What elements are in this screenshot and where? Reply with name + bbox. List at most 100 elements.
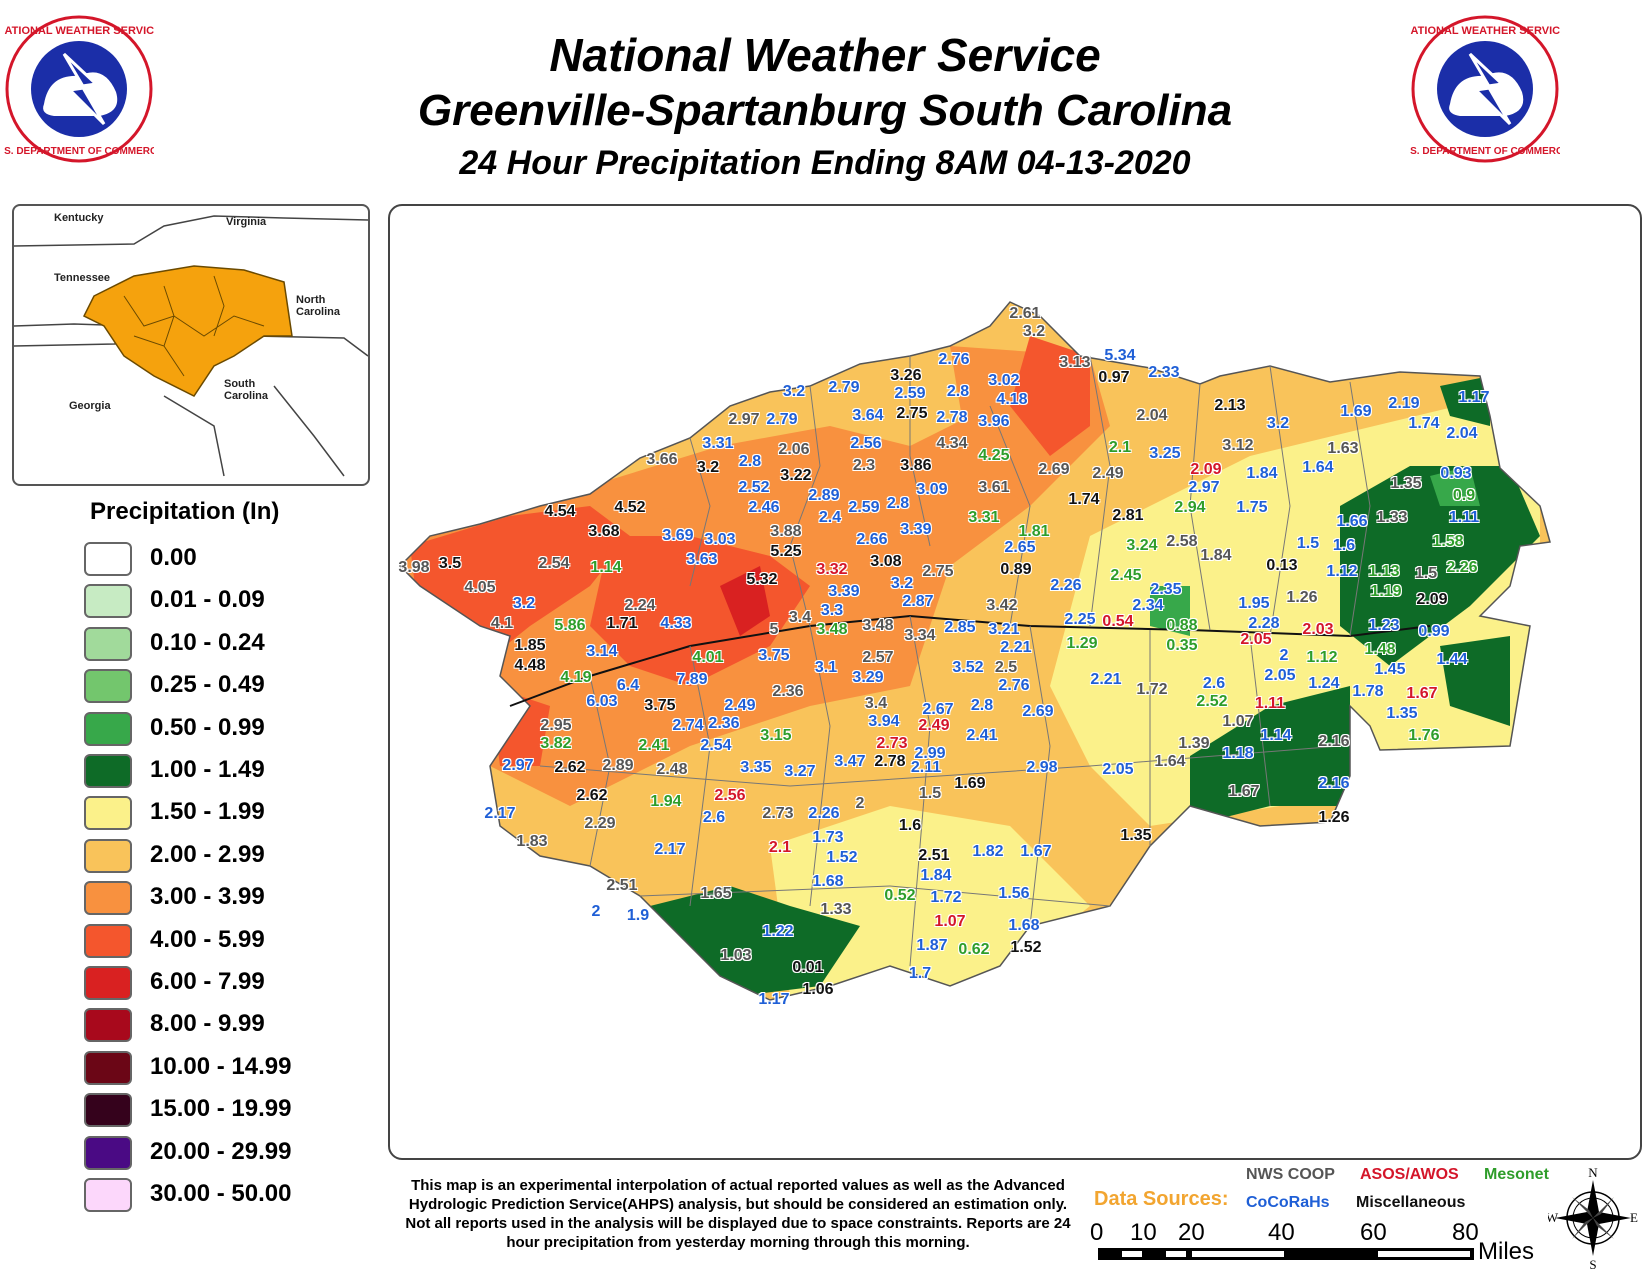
- compass-s: S: [1589, 1257, 1596, 1270]
- precip-report-value: 1.56: [998, 885, 1030, 902]
- precip-report-value: 2.76: [938, 351, 970, 368]
- scale-tick-20: 20: [1178, 1219, 1205, 1246]
- precip-report-value: 1.72: [930, 889, 962, 906]
- precip-report-value: 0.99: [1418, 623, 1450, 640]
- legend-swatch: [84, 966, 132, 1000]
- source-asos-awos: ASOS/AWOS: [1360, 1166, 1459, 1183]
- inset-label-virginia: Virginia: [226, 216, 267, 228]
- precip-report-value: 4.52: [614, 499, 646, 516]
- precip-report-value: 1.71: [606, 615, 638, 632]
- compass-rose-icon: N S E W: [1548, 1166, 1638, 1270]
- legend-swatch: [84, 1178, 132, 1212]
- precip-report-value: 2.16: [1318, 775, 1350, 792]
- inset-map-drawing: [14, 215, 368, 477]
- precip-report-value: 2.09: [1416, 591, 1448, 608]
- precip-report-value: 2.36: [708, 715, 740, 732]
- precip-report-value: 2.16: [1318, 733, 1350, 750]
- precip-report-value: 3.86: [900, 457, 932, 474]
- precip-report-value: 1.85: [514, 637, 546, 654]
- precip-report-value: 2.05: [1240, 631, 1272, 648]
- compass-e: E: [1630, 1210, 1638, 1225]
- scale-bar: [1098, 1248, 1474, 1260]
- precip-report-value: 2.49: [918, 717, 950, 734]
- legend-swatch: [84, 923, 132, 958]
- precip-report-value: 3.2: [696, 459, 720, 476]
- precip-report-value: 3.48: [862, 617, 894, 634]
- precip-report-value: 2.21: [1090, 671, 1122, 688]
- precip-report-value: 3.35: [740, 759, 772, 776]
- source-nws-coop: NWS COOP: [1246, 1166, 1335, 1183]
- precip-report-value: 3.64: [852, 407, 884, 424]
- legend-label: 3.00 - 3.99: [150, 883, 265, 911]
- precip-report-value: 2.73: [876, 735, 908, 752]
- precip-report-value: 3.03: [704, 531, 736, 548]
- scale-unit: Miles: [1478, 1238, 1535, 1265]
- logo-top-text: NATIONAL WEATHER SERVICE: [4, 25, 154, 37]
- precip-report-value: 3.09: [916, 481, 948, 498]
- precip-report-value: 2.3: [852, 457, 876, 474]
- inset-cwa-area: [82, 265, 293, 397]
- precip-report-value: 2.25: [1064, 611, 1096, 628]
- precip-report-value: 3.4: [864, 695, 888, 712]
- precip-report-value: 2.34: [1132, 597, 1164, 614]
- precip-report-value: 4.1: [490, 615, 514, 632]
- precip-surface: [398, 301, 1551, 1001]
- precip-report-value: 1.23: [1368, 617, 1400, 634]
- precip-report-value: 2.51: [606, 877, 638, 894]
- precip-report-value: 2.1: [1108, 439, 1132, 456]
- legend-swatch: [84, 754, 132, 788]
- precip-report-value: 4.18: [996, 391, 1028, 408]
- scale-tick-60: 60: [1360, 1219, 1387, 1246]
- precip-report-value: 1.11: [1448, 509, 1480, 526]
- legend-label: 8.00 - 9.99: [150, 1010, 265, 1038]
- precip-report-value: 2.97: [502, 757, 534, 774]
- precip-report-value: 3.5: [438, 555, 462, 572]
- precip-report-value: 2.79: [828, 379, 860, 396]
- precip-report-value: 3.4: [788, 609, 812, 626]
- scale-tick-80: 80: [1452, 1219, 1479, 1246]
- precip-report-value: 2.73: [762, 805, 794, 822]
- precip-report-value: 1.69: [1340, 403, 1372, 420]
- precip-report-value: 3.31: [968, 509, 1000, 526]
- precip-report-value: 2.4: [818, 509, 842, 526]
- precip-report-value: 1.14: [1260, 727, 1292, 744]
- legend-label: 20.00 - 29.99: [150, 1137, 292, 1165]
- precip-report-value: 6.4: [616, 677, 640, 694]
- precip-report-value: 2.49: [1092, 465, 1124, 482]
- legend-label: 1.50 - 1.99: [150, 798, 265, 826]
- precip-report-value: 3.12: [1222, 437, 1254, 454]
- precip-report-value: 2.05: [1102, 761, 1134, 778]
- legend-label: 6.00 - 7.99: [150, 968, 265, 995]
- precip-report-value: 1.33: [820, 901, 852, 918]
- precip-report-value: 1.35: [1120, 827, 1152, 844]
- precip-report-value: 1.5: [1414, 565, 1438, 582]
- precip-report-value: 3.31: [702, 435, 734, 452]
- precip-report-value: 2: [1279, 647, 1289, 664]
- precip-report-value: 4.05: [464, 579, 496, 596]
- precip-report-value: 2.87: [902, 593, 934, 610]
- precip-report-value: 1.14: [590, 559, 622, 576]
- legend-swatch: [84, 1093, 132, 1128]
- precip-report-value: 2.75: [922, 563, 954, 580]
- precip-report-value: 3.3: [820, 602, 844, 619]
- precip-report-value: 3.2: [890, 575, 914, 592]
- source-cocorahs: CoCoRaHs: [1246, 1194, 1330, 1211]
- precip-report-value: 1.68: [812, 873, 844, 890]
- title-product: 24 Hour Precipitation Ending 8AM 04-13-2…: [459, 144, 1191, 182]
- precip-report-value: 2.04: [1136, 407, 1168, 424]
- precip-report-value: 3.25: [1149, 445, 1181, 462]
- precip-report-value: 2.17: [484, 805, 516, 822]
- precip-report-value: 3.63: [686, 551, 718, 568]
- precip-report-value: 2.65: [1004, 539, 1036, 556]
- legend-label: 10.00 - 14.99: [150, 1052, 292, 1080]
- precip-report-value: 1.17: [1458, 389, 1490, 406]
- precip-report-value: 1.03: [720, 947, 752, 964]
- compass-w: W: [1548, 1210, 1559, 1225]
- legend-label: 4.00 - 5.99: [150, 925, 265, 953]
- precip-report-value: 1.52: [1010, 939, 1042, 956]
- precip-report-value: 1.68: [1008, 917, 1040, 934]
- legend-swatch: [84, 711, 132, 746]
- precip-report-value: 0.88: [1166, 617, 1198, 634]
- precip-report-value: 2.17: [654, 841, 686, 858]
- precip-report-value: 5.32: [746, 571, 778, 588]
